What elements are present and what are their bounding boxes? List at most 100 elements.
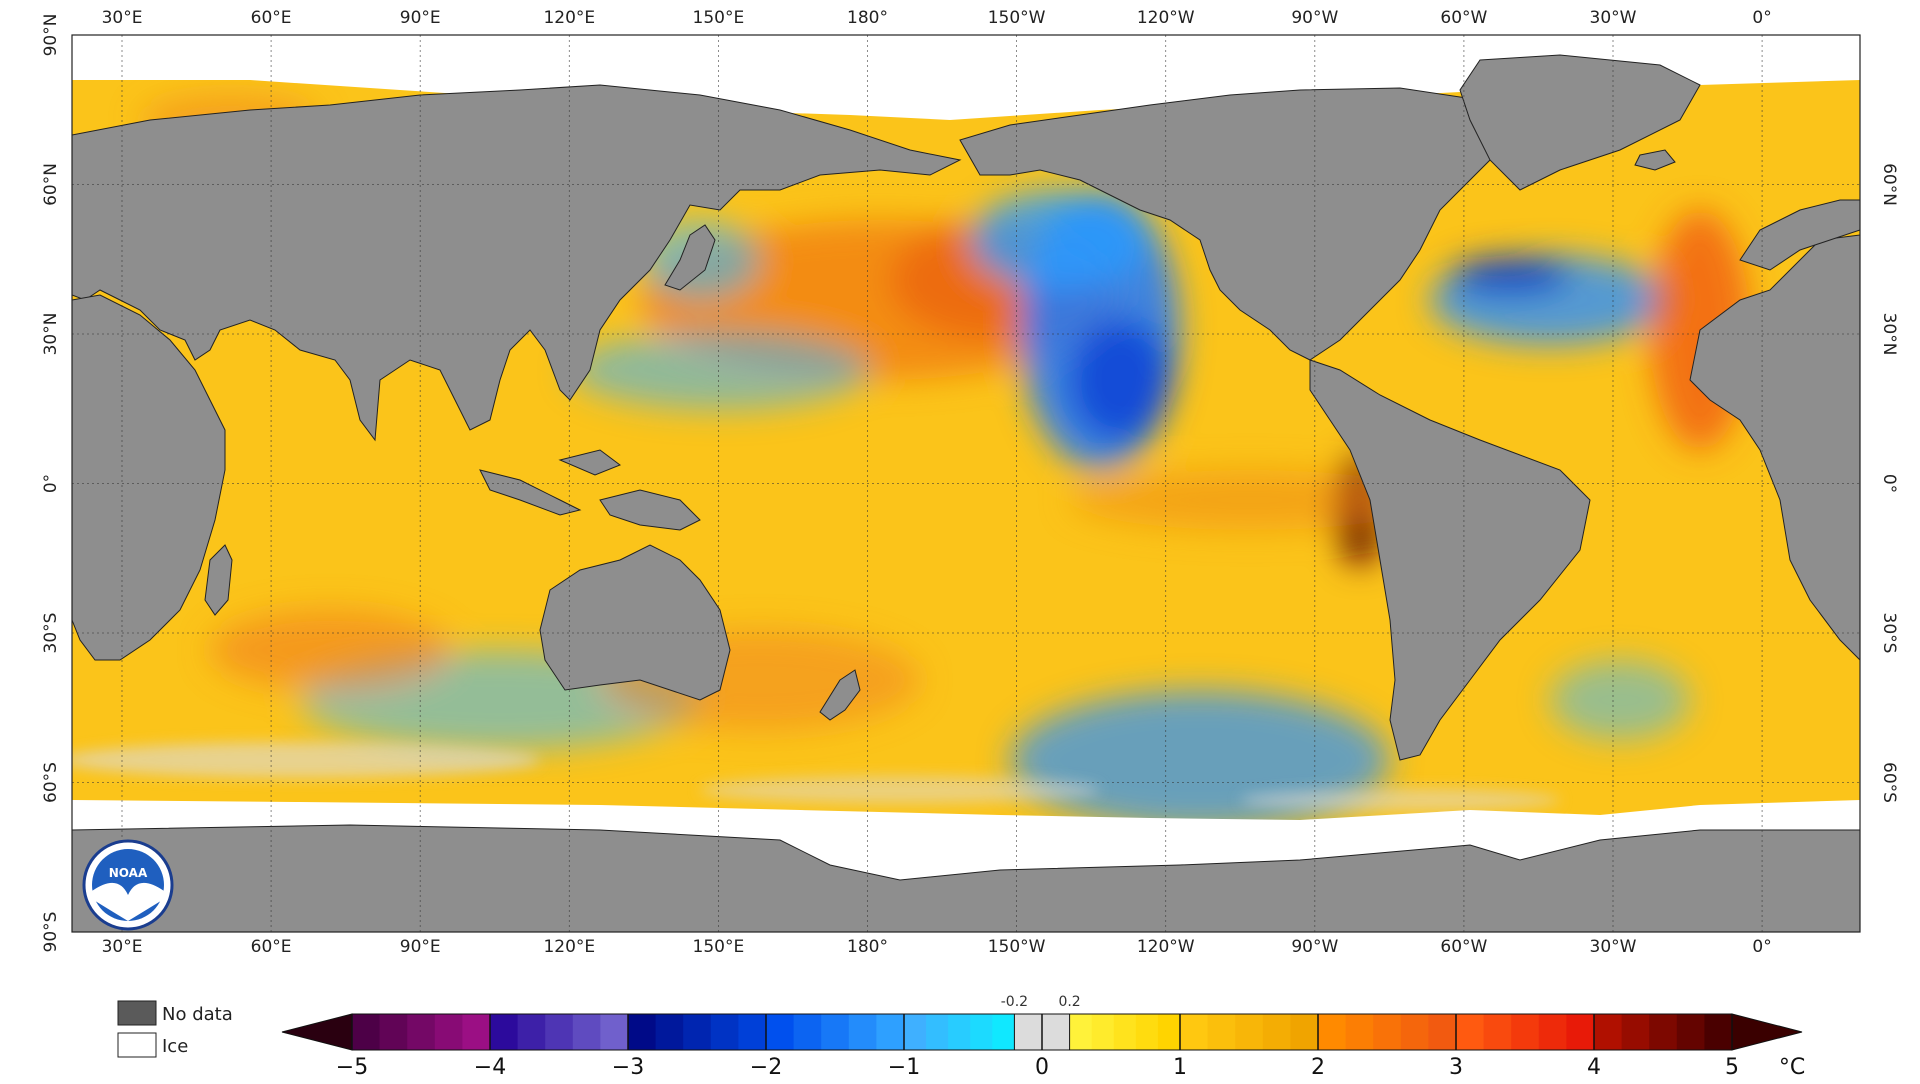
lon-label-bottom: 150°W (988, 937, 1046, 957)
colorbar-segment (655, 1014, 684, 1050)
lat-label-left: 30°N (41, 313, 61, 356)
no-data-swatch (117, 1000, 157, 1026)
colorbar-segment (628, 1014, 657, 1050)
lon-label-top: 60°E (251, 8, 292, 28)
land-africa (72, 294, 226, 661)
land-greenland (1459, 54, 1701, 191)
colorbar-segment (1676, 1014, 1705, 1050)
lon-label-top: 180° (847, 8, 888, 28)
lon-label-bottom: 120°W (1137, 937, 1195, 957)
colorbar-tick-label: 2 (1311, 1055, 1325, 1080)
neutral-anomaly (700, 776, 1100, 804)
legend: No data Ice (117, 1000, 233, 1058)
colorbar-segment (490, 1014, 519, 1050)
lat-labels-left: 90°N 60°N 30°N 0° 30°S 60°S 90°S (41, 14, 61, 953)
colorbar-segment (1290, 1014, 1319, 1050)
colorbar-segment (462, 1014, 491, 1050)
colorbar-segment (948, 1014, 971, 1050)
lon-label-bottom: 0° (1752, 937, 1771, 957)
lon-label-bottom: 120°E (543, 937, 595, 957)
lat-label-left: 30°S (41, 613, 61, 654)
colorbar-tick-label: 4 (1587, 1055, 1601, 1080)
colorbar-segment (434, 1014, 463, 1050)
colorbar-segment (1058, 1014, 1071, 1050)
colorbar-tick-label: −3 (612, 1055, 644, 1080)
land-north-america (959, 87, 1511, 361)
lon-label-top: 120°E (543, 8, 595, 28)
colorbar-segment (1621, 1014, 1650, 1050)
land-europe-north (1739, 199, 1860, 271)
colorbar-segment (1428, 1014, 1457, 1050)
lat-label-right: 30°N (1879, 313, 1899, 356)
colorbar-segment (1594, 1014, 1623, 1050)
lon-label-top: 150°E (693, 8, 745, 28)
lon-label-top: 90°W (1291, 8, 1338, 28)
lon-label-bottom: 30°E (102, 937, 143, 957)
colorbar-segment (407, 1014, 436, 1050)
colorbar-segment (904, 1014, 927, 1050)
lat-label-right: 0° (1879, 474, 1899, 493)
map-area (72, 35, 1860, 932)
colorbar-segment (1014, 1014, 1026, 1050)
colorbar-segment (1400, 1014, 1429, 1050)
land-indonesia (479, 449, 701, 531)
colorbar-segment (1157, 1014, 1181, 1050)
lat-label-right: 60°S (1879, 762, 1899, 803)
colorbar-tick-label: 0 (1035, 1055, 1049, 1080)
colorbar-segment (379, 1014, 408, 1050)
neutral-anomaly (1240, 788, 1560, 812)
lon-label-top: 0° (1752, 8, 1771, 28)
colorbar-segment (1235, 1014, 1264, 1050)
land-australia (539, 544, 731, 701)
lon-labels-top: 30°E 60°E 90°E 120°E 150°E 180° 150°W 120°W 90°W… (102, 8, 1772, 28)
lon-label-top: 30°W (1590, 8, 1637, 28)
colorbar-minor-label: 0.2 (1058, 994, 1080, 1010)
lon-label-top: 60°W (1440, 8, 1487, 28)
colorbar-segment (821, 1014, 850, 1050)
lat-label-left: 0° (41, 474, 61, 493)
cold-anomaly (970, 190, 1150, 290)
logo-text: NOAA (109, 866, 148, 880)
map-frame (71, 34, 1861, 933)
colorbar-tick-label: −2 (750, 1055, 782, 1080)
colorbar-segment (545, 1014, 574, 1050)
colorbar-segment (738, 1014, 767, 1050)
land-japan (664, 224, 716, 291)
colorbar-segment (1262, 1014, 1291, 1050)
colorbar: −5 −4 −3 −2 −1 0 1 2 3 4 5 -0.2 0.2 °C (281, 994, 1805, 1080)
logo-bird-icon (92, 882, 164, 921)
lon-label-bottom: 150°E (693, 937, 745, 957)
lon-label-bottom: 90°E (400, 937, 441, 957)
lon-label-top: 150°W (988, 8, 1046, 28)
colorbar-tick-label: 3 (1449, 1055, 1463, 1080)
lon-label-top: 90°E (400, 8, 441, 28)
cold-anomaly (570, 330, 870, 410)
colorbar-segment (1180, 1014, 1209, 1050)
graticule (72, 35, 1860, 932)
land-antarctica (72, 824, 1860, 932)
colorbar-segment (683, 1014, 712, 1050)
cold-anomaly (1070, 320, 1170, 440)
colorbar-segment (1649, 1014, 1678, 1050)
land-madagascar (204, 544, 233, 616)
warm-anomaly (1070, 470, 1430, 530)
colorbar-segment (1091, 1014, 1115, 1050)
colorbar-segment (766, 1014, 795, 1050)
colorbar-tick-label: 1 (1173, 1055, 1187, 1080)
colorbar-segment (572, 1014, 601, 1050)
colorbar-segment (710, 1014, 739, 1050)
colorbar-tick-label: −1 (888, 1055, 920, 1080)
lat-label-left: 60°S (41, 762, 61, 803)
colorbar-extend-min (281, 1013, 353, 1051)
lat-labels-right: 60°N 30°N 0° 30°S 60°S (1879, 163, 1899, 803)
colorbar-segment (848, 1014, 877, 1050)
colorbar-unit: °C (1779, 1055, 1805, 1080)
neutral-patches (72, 742, 1560, 812)
colorbar-segment (1345, 1014, 1374, 1050)
lon-label-top: 120°W (1137, 8, 1195, 28)
lat-label-left: 90°N (41, 14, 61, 57)
colorbar-segment (970, 1014, 993, 1050)
lon-label-bottom: 180° (847, 937, 888, 957)
colorbar-segment (876, 1014, 905, 1050)
